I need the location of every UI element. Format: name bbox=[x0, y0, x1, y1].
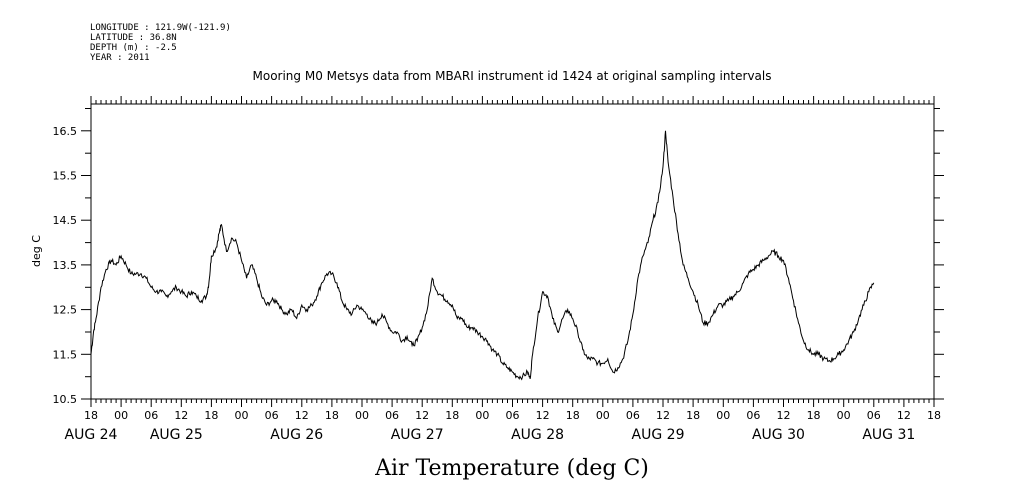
y-tick-label: 15.5 bbox=[53, 170, 78, 183]
day-label: AUG 29 bbox=[632, 427, 685, 443]
x-tick-label: 00 bbox=[114, 409, 128, 422]
day-label: AUG 30 bbox=[752, 427, 805, 443]
x-tick-label: 00 bbox=[235, 409, 249, 422]
x-tick-label: 12 bbox=[295, 409, 309, 422]
y-tick-label: 11.5 bbox=[53, 348, 78, 361]
y-tick-label: 13.5 bbox=[53, 259, 78, 272]
x-tick-label: 18 bbox=[807, 409, 821, 422]
y-tick-label: 16.5 bbox=[53, 125, 78, 138]
day-label: AUG 24 bbox=[65, 427, 118, 443]
x-tick-label: 18 bbox=[84, 409, 98, 422]
x-tick-label: 18 bbox=[204, 409, 218, 422]
x-tick-label: 18 bbox=[325, 409, 339, 422]
x-tick-label: 18 bbox=[686, 409, 700, 422]
x-tick-label: 06 bbox=[144, 409, 158, 422]
meta-year: YEAR : 2011 bbox=[90, 53, 150, 63]
x-tick-label: 12 bbox=[536, 409, 550, 422]
x-tick-label: 18 bbox=[927, 409, 941, 422]
day-label: AUG 27 bbox=[391, 427, 444, 443]
plot-frame bbox=[90, 103, 935, 400]
x-tick-label: 12 bbox=[415, 409, 429, 422]
y-tick-labels: 10.5 11.5 12.5 13.5 14.5 15.5 16.5 bbox=[53, 125, 78, 406]
meta-depth: DEPTH (m) : -2.5 bbox=[90, 43, 177, 53]
x-tick-label: 00 bbox=[355, 409, 369, 422]
meta-latitude: LATITUDE : 36.8N bbox=[90, 33, 177, 43]
y-axis-label: deg C bbox=[30, 235, 43, 267]
axis-ticks bbox=[81, 96, 944, 407]
x-tick-label: 18 bbox=[445, 409, 459, 422]
x-tick-label: 00 bbox=[596, 409, 610, 422]
y-tick-label: 12.5 bbox=[53, 304, 78, 317]
x-tick-label: 12 bbox=[174, 409, 188, 422]
x-tick-label: 12 bbox=[656, 409, 670, 422]
x-tick-label: 12 bbox=[776, 409, 790, 422]
chart-title: Mooring M0 Metsys data from MBARI instru… bbox=[253, 69, 772, 83]
x-tick-label: 18 bbox=[566, 409, 580, 422]
meta-longitude: LONGITUDE : 121.9W(-121.9) bbox=[90, 23, 231, 33]
x-tick-label: 00 bbox=[716, 409, 730, 422]
day-label: AUG 25 bbox=[150, 427, 203, 443]
y-tick-label: 10.5 bbox=[53, 393, 78, 406]
x-tick-label: 06 bbox=[746, 409, 760, 422]
x-axis-label: Air Temperature (deg C) bbox=[374, 456, 649, 481]
x-tick-label: 06 bbox=[626, 409, 640, 422]
x-tick-labels: 18 00 06 12 18 00 06 12 18 00 06 12 18 00 06 12 18 00 06 12… bbox=[84, 409, 941, 422]
x-tick-label: 06 bbox=[385, 409, 399, 422]
metadata-block: LONGITUDE : 121.9W(-121.9) LATITUDE : 36… bbox=[90, 23, 231, 63]
x-tick-label: 12 bbox=[897, 409, 911, 422]
day-label: AUG 31 bbox=[862, 427, 915, 443]
x-tick-label: 06 bbox=[867, 409, 881, 422]
x-tick-label: 06 bbox=[506, 409, 520, 422]
x-tick-label: 06 bbox=[265, 409, 279, 422]
day-label: AUG 28 bbox=[511, 427, 564, 443]
y-tick-label: 14.5 bbox=[53, 214, 78, 227]
day-label: AUG 26 bbox=[270, 427, 323, 443]
x-tick-label: 00 bbox=[837, 409, 851, 422]
day-labels: AUG 24 AUG 25 AUG 26 AUG 27 AUG 28 AUG 29 AUG … bbox=[65, 427, 916, 443]
series-line bbox=[90, 130, 875, 381]
x-tick-label: 00 bbox=[475, 409, 489, 422]
